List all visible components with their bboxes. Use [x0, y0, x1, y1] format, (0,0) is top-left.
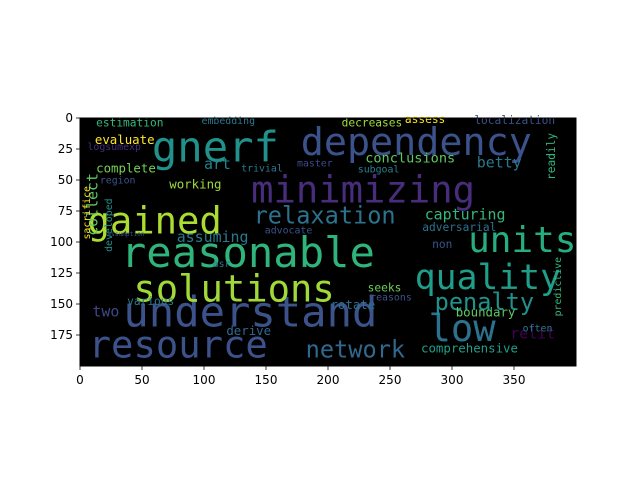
word-understand: understand [123, 287, 377, 336]
word-solutions: solutions [133, 267, 335, 311]
y-tick-label: 50 [58, 173, 73, 187]
word-logsumexp: logsumexp [87, 142, 141, 153]
x-tick-label: 100 [193, 373, 216, 387]
word-conclusions: conclusions [365, 151, 455, 167]
word-often: often [523, 323, 553, 334]
y-tick-label: 25 [58, 142, 73, 156]
word-quality: quality [415, 258, 561, 298]
word-embedding: embedding [202, 116, 256, 127]
word-gnerf: gnerf [152, 122, 279, 171]
word-predictive: predictive [553, 257, 564, 317]
word-capturing: capturing [425, 206, 506, 224]
word-art: art [204, 155, 231, 173]
word-working: working [169, 177, 221, 192]
x-tick-label: 0 [76, 373, 84, 387]
word-penalty: penalty [435, 288, 534, 316]
word-derive: derive [226, 323, 271, 338]
word-network: network [306, 335, 405, 363]
word-developed: developed [104, 198, 115, 252]
word-sacrifice: sacrifice [82, 186, 93, 240]
y-tick-label: 100 [50, 235, 73, 249]
word-relit: relit [510, 325, 555, 343]
y-tick-label: 75 [58, 204, 73, 218]
word-asr: asr [213, 259, 231, 270]
word-master: master [297, 158, 333, 169]
word-adversarial: adversarial [422, 221, 496, 234]
y-tick-label: 150 [50, 297, 73, 311]
word-trivial: trivial [241, 163, 283, 174]
word-various: various [127, 295, 174, 308]
word-assess: assess [405, 113, 445, 126]
y-tick-label: 0 [65, 111, 73, 125]
word-relaxation: relaxation [254, 201, 396, 229]
word-non: non [432, 238, 452, 251]
x-axis: 0 50 100 150 200 250 300 350 [76, 366, 525, 387]
x-tick-label: 350 [503, 373, 526, 387]
y-tick-label: 175 [50, 328, 73, 342]
word-units: units [468, 220, 576, 261]
word-cloud: understand reasonable gnerf dependencyminim… [82, 113, 577, 366]
word-collect: collect [83, 173, 101, 236]
plot-area [80, 118, 576, 366]
x-tick-label: 150 [255, 373, 278, 387]
word-localization: localization [474, 114, 555, 127]
x-tick-label: 250 [379, 373, 402, 387]
x-tick-label: 200 [317, 373, 340, 387]
word-decreases: decreases [342, 117, 403, 130]
word-boundary: boundary [456, 304, 516, 319]
word-evaluate: evaluate [95, 132, 155, 147]
word-estimation: estimation [96, 117, 163, 130]
word-betty: betty [477, 154, 522, 172]
word-reasons: reasons [370, 292, 412, 303]
word-low: low [428, 306, 496, 350]
word-seeks: seeks [368, 282, 402, 295]
word-gained: gained [87, 198, 221, 242]
word-reasonable: reasonable [121, 228, 375, 277]
x-tick-label: 300 [441, 373, 464, 387]
word-readily: readily [545, 133, 558, 180]
word-rotate: rotate [330, 297, 375, 312]
word-comprehensive: comprehensive [421, 340, 518, 355]
y-axis: 0 25 50 75 100 125 150 175 [50, 111, 80, 342]
word-two: two [92, 302, 119, 320]
word-resource: resource [89, 322, 268, 366]
word-assuming: assuming [177, 228, 249, 246]
word-advocate: advocate [265, 225, 313, 236]
word-dependency: dependency [301, 120, 532, 165]
y-tick-label: 125 [50, 266, 73, 280]
word-assumption: assumption [107, 231, 145, 238]
word-region: region [100, 176, 136, 187]
x-tick-label: 50 [134, 373, 149, 387]
word-minimizing: minimizing [251, 167, 475, 211]
word-complete: complete [96, 161, 156, 176]
word-subgoal: subgoal [358, 165, 400, 176]
